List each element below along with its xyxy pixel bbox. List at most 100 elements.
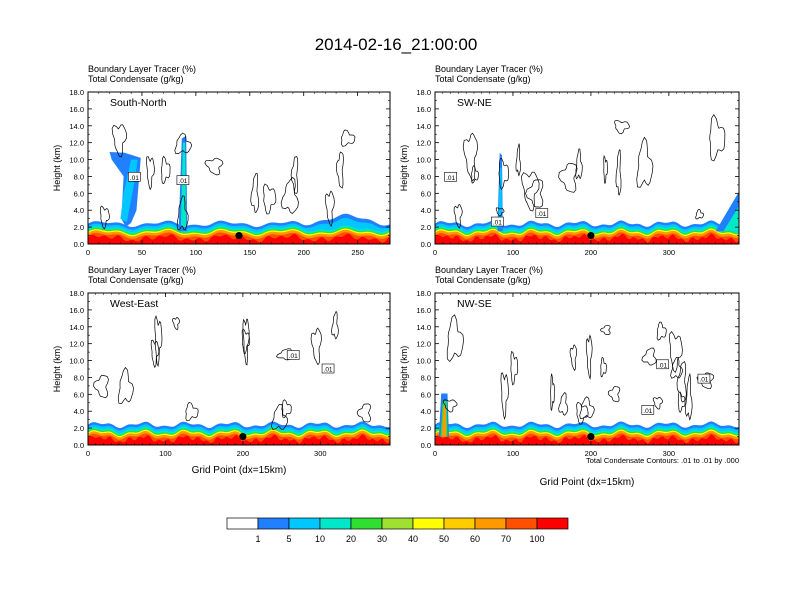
y-tick-label: 10.0: [69, 156, 84, 165]
condensate-contour: [99, 205, 110, 230]
condensate-contour: [677, 391, 686, 413]
contour-label: .01: [699, 377, 708, 384]
y-tick-label: 14.0: [416, 122, 431, 131]
tracer-band-100: [435, 233, 739, 244]
cross-section-label: South-North: [110, 97, 167, 109]
contour-label: .01: [537, 211, 546, 218]
x-tick-label: 100: [159, 449, 172, 458]
condensate-contour: [310, 327, 322, 366]
x-axis-label: Grid Point (dx=15km): [192, 465, 287, 476]
condensate-contour: [641, 347, 657, 366]
x-tick-label: 200: [585, 248, 598, 257]
condensate-contour: [324, 190, 335, 227]
x-tick-label: 0: [433, 248, 437, 257]
colorbar-label: 20: [346, 534, 356, 544]
condensate-contour: [510, 350, 519, 386]
condensate-contour: [356, 403, 371, 423]
contour-label-box: [444, 171, 457, 182]
condensate-contour: [471, 165, 479, 184]
condensate-contour: [204, 157, 224, 176]
colorbar-label: 5: [286, 534, 291, 544]
colorbar-swatch: [350, 517, 383, 530]
y-tick-label: 12.0: [416, 340, 431, 349]
y-tick-label: 4.0: [74, 206, 84, 215]
panel-background: [435, 92, 739, 244]
condensate-contour: [709, 114, 726, 162]
condensate-contour: [241, 328, 251, 355]
condensate-contour: [146, 156, 155, 191]
condensate-contour: [172, 316, 180, 331]
y-tick-label: 12.0: [69, 139, 84, 148]
panel-field-label: Boundary Layer Tracer (%): [435, 265, 543, 275]
contour-label-box: [535, 208, 549, 218]
contour-label-box: [176, 175, 190, 185]
condensate-contour: [185, 401, 199, 422]
condensate-contour: [600, 356, 607, 378]
contour-label-box: [697, 373, 711, 384]
contour-label: .01: [324, 367, 333, 374]
y-tick-label: 14.0: [69, 323, 84, 332]
y-tick-label: 0.0: [74, 240, 84, 249]
condensate-contour: [281, 399, 292, 419]
condensate-contour: [558, 162, 578, 193]
panel-field-label: Total Condensate (g/kg): [88, 275, 184, 285]
x-tick-label: 300: [663, 449, 676, 458]
condensate-contour: [575, 148, 583, 180]
y-tick-label: 8.0: [421, 373, 431, 382]
x-tick-label: 0: [433, 449, 437, 458]
y-tick-label: 10.0: [69, 357, 84, 366]
colorbar-swatch: [505, 517, 538, 530]
x-tick-label: 0: [86, 449, 90, 458]
y-tick-label: 14.0: [416, 323, 431, 332]
y-tick-label: 0.0: [421, 240, 431, 249]
condensate-contour: [603, 154, 608, 184]
condensate-contour: [685, 372, 693, 421]
colorbar-swatch: [257, 517, 290, 530]
contour-label: .01: [178, 178, 187, 185]
x-tick-label: 200: [297, 248, 310, 257]
panel-3: Boundary Layer Tracer (%)Total Condensat…: [52, 265, 391, 476]
y-tick-label: 12.0: [416, 139, 431, 148]
y-tick-label: 16.0: [69, 105, 84, 114]
y-tick-label: 10.0: [416, 156, 431, 165]
y-tick-label: 10.0: [416, 357, 431, 366]
condensate-contour: [93, 374, 109, 398]
y-tick-label: 4.0: [421, 407, 431, 416]
condensate-contour: [453, 203, 463, 229]
condensate-contour: [585, 334, 593, 380]
y-tick-label: 8.0: [74, 172, 84, 181]
contour-label-box: [128, 171, 141, 182]
y-tick-label: 6.0: [421, 390, 431, 399]
y-tick-label: 0.0: [74, 441, 84, 450]
plume-core: [442, 406, 447, 437]
y-tick-label: 4.0: [74, 407, 84, 416]
contour-label-box: [641, 405, 655, 415]
condensate-contour: [271, 403, 288, 430]
panel-field-label: Boundary Layer Tracer (%): [435, 64, 543, 74]
edge-plume-inner: [723, 206, 739, 232]
y-tick-label: 16.0: [416, 306, 431, 315]
y-tick-label: 16.0: [416, 105, 431, 114]
contour-footnote: Total Condensate Contours: .01 to .01 by…: [586, 456, 739, 465]
y-tick-label: 2.0: [421, 424, 431, 433]
cross-section-label: NW-SE: [457, 298, 492, 310]
x-tick-label: 300: [663, 248, 676, 257]
condensate-contour: [176, 195, 189, 231]
panel-2: Boundary Layer Tracer (%)Total Condensat…: [399, 64, 740, 257]
condensate-contour: [154, 315, 163, 368]
panel-plot-area: .01 .01 .01: [435, 293, 739, 445]
contour-label: .01: [446, 175, 455, 182]
condensate-contour: [111, 124, 127, 158]
x-tick-label: 300: [314, 449, 327, 458]
condensate-contour: [174, 132, 193, 154]
condensate-contour: [495, 207, 505, 217]
condensate-contour: [599, 325, 611, 335]
x-tick-label: 250: [351, 248, 364, 257]
condensate-contour: [669, 331, 683, 374]
x-tick-label: 100: [190, 248, 203, 257]
panel-plot-area: .01 .01: [88, 92, 390, 244]
cross-section-label: West-East: [110, 298, 158, 310]
y-tick-label: 18.0: [416, 289, 431, 298]
x-tick-label: 200: [585, 449, 598, 458]
